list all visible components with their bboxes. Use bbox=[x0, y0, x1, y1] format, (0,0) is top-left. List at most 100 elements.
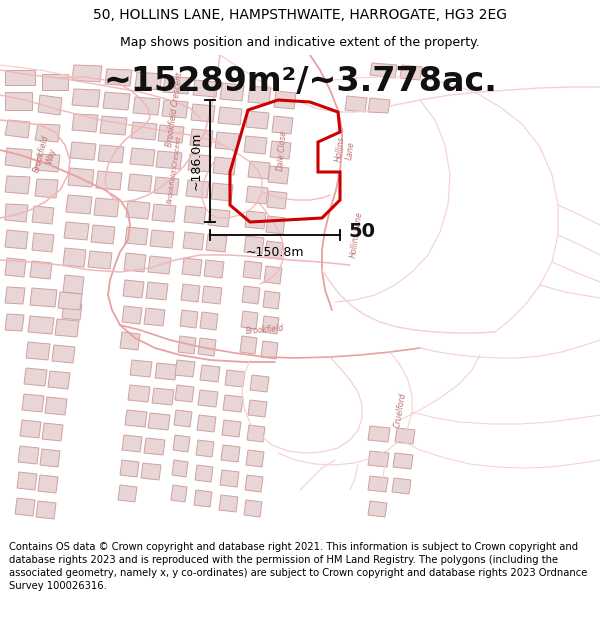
Polygon shape bbox=[20, 420, 41, 438]
Polygon shape bbox=[272, 116, 293, 134]
Polygon shape bbox=[144, 438, 165, 455]
Polygon shape bbox=[122, 435, 142, 452]
Polygon shape bbox=[36, 154, 60, 172]
Polygon shape bbox=[72, 114, 98, 132]
Polygon shape bbox=[181, 284, 200, 302]
Polygon shape bbox=[17, 472, 37, 490]
Text: 50, HOLLINS LANE, HAMPSTHWAITE, HARROGATE, HG3 2EG: 50, HOLLINS LANE, HAMPSTHWAITE, HARROGAT… bbox=[93, 8, 507, 22]
Polygon shape bbox=[174, 410, 192, 427]
Polygon shape bbox=[182, 258, 202, 276]
Polygon shape bbox=[68, 168, 94, 187]
Polygon shape bbox=[131, 122, 157, 140]
Polygon shape bbox=[223, 395, 243, 412]
Polygon shape bbox=[172, 460, 188, 477]
Polygon shape bbox=[368, 476, 388, 492]
Polygon shape bbox=[40, 449, 60, 467]
Polygon shape bbox=[244, 136, 267, 154]
Polygon shape bbox=[146, 282, 168, 300]
Polygon shape bbox=[220, 83, 244, 101]
Polygon shape bbox=[186, 180, 209, 198]
Polygon shape bbox=[126, 201, 150, 219]
Polygon shape bbox=[30, 288, 57, 307]
Polygon shape bbox=[58, 292, 82, 310]
Polygon shape bbox=[5, 204, 28, 222]
Polygon shape bbox=[245, 475, 263, 492]
Polygon shape bbox=[264, 266, 282, 284]
Text: Dale:Close: Dale:Close bbox=[276, 129, 288, 171]
Text: Brookfield Crescent: Brookfield Crescent bbox=[166, 72, 185, 148]
Polygon shape bbox=[266, 216, 285, 234]
Polygon shape bbox=[400, 65, 422, 80]
Polygon shape bbox=[135, 72, 162, 90]
Polygon shape bbox=[393, 453, 413, 469]
Polygon shape bbox=[133, 97, 160, 115]
Polygon shape bbox=[208, 209, 230, 227]
Polygon shape bbox=[148, 413, 170, 430]
Polygon shape bbox=[194, 490, 212, 507]
Polygon shape bbox=[88, 251, 112, 269]
Polygon shape bbox=[206, 234, 227, 252]
Polygon shape bbox=[148, 256, 171, 274]
Polygon shape bbox=[265, 241, 283, 259]
Polygon shape bbox=[98, 145, 124, 163]
Polygon shape bbox=[125, 227, 148, 245]
Text: Brookfield
Way: Brookfield Way bbox=[32, 134, 61, 176]
Polygon shape bbox=[368, 426, 390, 442]
Polygon shape bbox=[246, 111, 269, 129]
Polygon shape bbox=[175, 385, 194, 402]
Polygon shape bbox=[152, 204, 176, 222]
Text: Contains OS data © Crown copyright and database right 2021. This information is : Contains OS data © Crown copyright and d… bbox=[9, 542, 587, 591]
Polygon shape bbox=[200, 365, 220, 382]
Text: ~150.8m: ~150.8m bbox=[246, 246, 304, 259]
Polygon shape bbox=[368, 451, 389, 467]
Polygon shape bbox=[221, 445, 240, 462]
Polygon shape bbox=[219, 495, 238, 512]
Polygon shape bbox=[247, 425, 265, 442]
Polygon shape bbox=[220, 470, 239, 487]
Polygon shape bbox=[246, 186, 268, 204]
Polygon shape bbox=[184, 206, 206, 224]
Text: 50: 50 bbox=[348, 222, 375, 241]
Polygon shape bbox=[222, 420, 241, 437]
Polygon shape bbox=[144, 308, 165, 326]
Polygon shape bbox=[120, 460, 139, 477]
Polygon shape bbox=[248, 161, 270, 179]
Text: ~186.0m: ~186.0m bbox=[190, 132, 203, 190]
Polygon shape bbox=[55, 319, 79, 337]
Polygon shape bbox=[191, 104, 215, 122]
Text: Cruelford: Cruelford bbox=[392, 392, 407, 428]
Polygon shape bbox=[22, 394, 44, 412]
Text: Hollins:Lane: Hollins:Lane bbox=[349, 211, 365, 259]
Polygon shape bbox=[72, 65, 102, 82]
Text: ~15289m²/~3.778ac.: ~15289m²/~3.778ac. bbox=[103, 65, 497, 98]
Polygon shape bbox=[190, 129, 213, 147]
Polygon shape bbox=[262, 316, 279, 334]
Polygon shape bbox=[28, 316, 54, 334]
Polygon shape bbox=[100, 116, 127, 135]
Polygon shape bbox=[66, 195, 92, 214]
Polygon shape bbox=[267, 191, 287, 209]
Polygon shape bbox=[211, 183, 233, 201]
Polygon shape bbox=[122, 306, 142, 324]
Polygon shape bbox=[345, 96, 367, 112]
Polygon shape bbox=[96, 171, 122, 190]
Polygon shape bbox=[200, 312, 218, 330]
Polygon shape bbox=[15, 498, 35, 516]
Polygon shape bbox=[204, 260, 224, 278]
Polygon shape bbox=[63, 248, 86, 267]
Polygon shape bbox=[225, 370, 245, 387]
Polygon shape bbox=[5, 120, 30, 138]
Text: Hollins
Lane: Hollins Lane bbox=[334, 136, 356, 164]
Polygon shape bbox=[242, 286, 260, 304]
Polygon shape bbox=[218, 107, 242, 125]
Polygon shape bbox=[91, 225, 115, 244]
Polygon shape bbox=[5, 176, 30, 194]
Polygon shape bbox=[197, 415, 216, 432]
Polygon shape bbox=[395, 428, 415, 444]
Polygon shape bbox=[130, 148, 155, 166]
Polygon shape bbox=[246, 450, 264, 467]
Polygon shape bbox=[26, 342, 50, 360]
Polygon shape bbox=[171, 485, 187, 502]
Polygon shape bbox=[42, 423, 63, 441]
Polygon shape bbox=[36, 501, 56, 519]
